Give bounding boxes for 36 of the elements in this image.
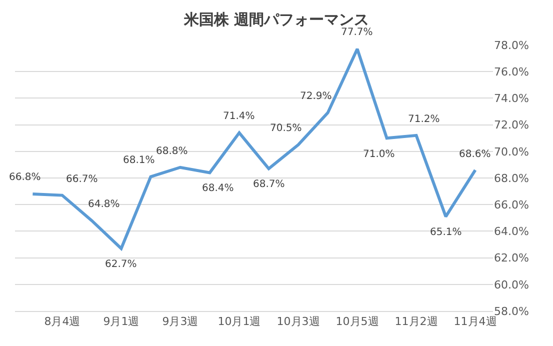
data-label: 68.8%: [156, 146, 188, 157]
y-tick-label: 74.0%: [494, 92, 529, 106]
y-tick-label: 62.0%: [494, 252, 529, 265]
y-tick-label: 72.0%: [494, 118, 529, 132]
data-label: 62.7%: [105, 259, 137, 270]
data-label: 66.8%: [9, 172, 41, 183]
data-label: 77.7%: [341, 27, 373, 38]
x-tick-label: 9月3週: [162, 315, 198, 328]
y-tick-label: 58.0%: [494, 304, 529, 318]
data-label: 64.8%: [88, 199, 120, 210]
chart-title: 米国株 週間パフォーマンス: [182, 10, 370, 28]
data-label: 66.7%: [66, 174, 98, 185]
data-label: 65.1%: [430, 227, 462, 238]
y-tick-label: 76.0%: [494, 65, 529, 78]
data-label: 71.2%: [408, 114, 440, 125]
x-tick-label: 11月4週: [454, 315, 497, 328]
x-tick-label: 8月4週: [44, 315, 80, 328]
x-tick-label: 10月3週: [276, 315, 320, 328]
y-tick-label: 64.0%: [494, 225, 529, 238]
y-tick-label: 66.0%: [494, 198, 529, 212]
y-tick-label: 68.0%: [494, 172, 529, 185]
x-tick-label: 10月1週: [218, 315, 261, 328]
data-label: 71.4%: [223, 111, 255, 122]
data-label: 68.4%: [202, 183, 234, 194]
x-tick-label: 10月5週: [336, 315, 379, 328]
data-label: 68.7%: [253, 179, 285, 190]
data-label: 68.6%: [459, 149, 491, 160]
x-tick-label: 11月2週: [394, 315, 438, 328]
x-tick-label: 9月1週: [103, 315, 140, 328]
y-tick-label: 60.0%: [494, 278, 529, 292]
data-label: 72.9%: [300, 91, 332, 102]
y-tick-label: 70.0%: [494, 145, 529, 158]
data-label: 68.1%: [123, 155, 155, 166]
y-tick-label: 78.0%: [494, 38, 529, 52]
data-label: 70.5%: [270, 123, 302, 134]
data-label: 71.0%: [363, 149, 395, 160]
